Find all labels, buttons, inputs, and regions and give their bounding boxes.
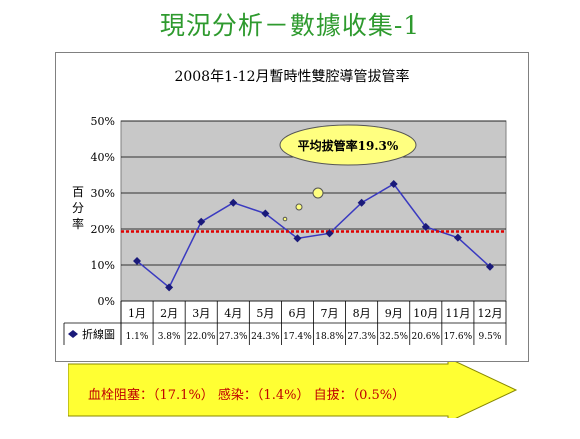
y-axis-label: 率 <box>72 216 84 231</box>
data-label: 24.3% <box>251 332 280 342</box>
series-line <box>136 183 491 289</box>
data-label: 18.8% <box>315 332 344 342</box>
data-point <box>325 229 334 238</box>
summary-arrow <box>67 357 518 423</box>
summary-text: 血栓阻塞：（17.1%） 感染：（1.4%） 自拔：（0.5%） <box>88 388 406 403</box>
data-point <box>421 222 430 231</box>
data-point <box>357 198 366 207</box>
y-tick-label: 10% <box>91 259 115 272</box>
data-point <box>485 262 494 271</box>
y-axis-label: 分 <box>72 201 84 215</box>
line-chart: 2008年1-12月暫時性雙腔導管拔管率 0% 10% 20% 30% 40% 50% 百分… <box>63 68 507 345</box>
chart-frame: 2008年1-12月暫時性雙腔導管拔管率 0% 10% 20% 30% 40% 50% 百分… <box>55 52 529 362</box>
callout-bubble <box>295 203 303 211</box>
x-tick-label: 5月 <box>256 307 274 320</box>
x-tick-label: 4月 <box>224 307 242 320</box>
y-tick-label: 20% <box>91 223 115 236</box>
x-tick-label: 7月 <box>321 307 339 320</box>
callout-cloud <box>279 124 417 166</box>
y-tick-label: 0% <box>98 295 115 308</box>
data-point <box>389 180 398 188</box>
slide-title: 現況分析－數據收集-1 <box>159 11 421 40</box>
data-point <box>261 209 270 218</box>
data-label: 22.0% <box>187 332 216 342</box>
data-label: 32.5% <box>379 332 408 342</box>
x-tick-label: 8月 <box>353 307 371 320</box>
y-tick-label: 30% <box>91 187 115 200</box>
average-callout-label: 平均拔管率19.3% <box>298 138 399 153</box>
legend-label: 折線圖 <box>82 327 115 341</box>
y-axis-label: 百 <box>72 185 84 199</box>
data-point <box>197 217 206 226</box>
x-tick-label: 11月 <box>445 307 470 320</box>
data-point <box>453 233 462 242</box>
x-tick-label: 3月 <box>192 307 210 320</box>
x-tick-label: 9月 <box>385 307 403 320</box>
data-label: 17.4% <box>283 332 312 342</box>
data-label: 9.5% <box>479 332 502 342</box>
x-tick-label: 12月 <box>477 307 502 320</box>
data-point <box>133 257 142 266</box>
x-tick-label: 2月 <box>160 307 178 320</box>
callout-bubble <box>282 216 288 222</box>
data-point <box>165 283 174 292</box>
x-tick-label: 6月 <box>288 307 306 320</box>
data-label: 3.8% <box>158 332 181 342</box>
y-tick-label: 50% <box>91 115 115 128</box>
chart-title: 2008年1-12月暫時性雙腔導管拔管率 <box>174 68 409 85</box>
callout-bubble <box>312 187 324 199</box>
x-tick-label: 10月 <box>413 307 438 320</box>
y-tick-label: 40% <box>91 151 115 164</box>
data-point <box>293 234 302 243</box>
data-label: 20.6% <box>411 332 440 342</box>
data-label: 17.6% <box>444 332 473 342</box>
legend-marker <box>68 330 78 338</box>
data-label: 27.3% <box>219 332 248 342</box>
x-tick-label: 1月 <box>128 307 146 320</box>
data-label: 27.3% <box>347 332 376 342</box>
data-label: 1.1% <box>126 332 149 342</box>
data-point <box>229 198 238 207</box>
